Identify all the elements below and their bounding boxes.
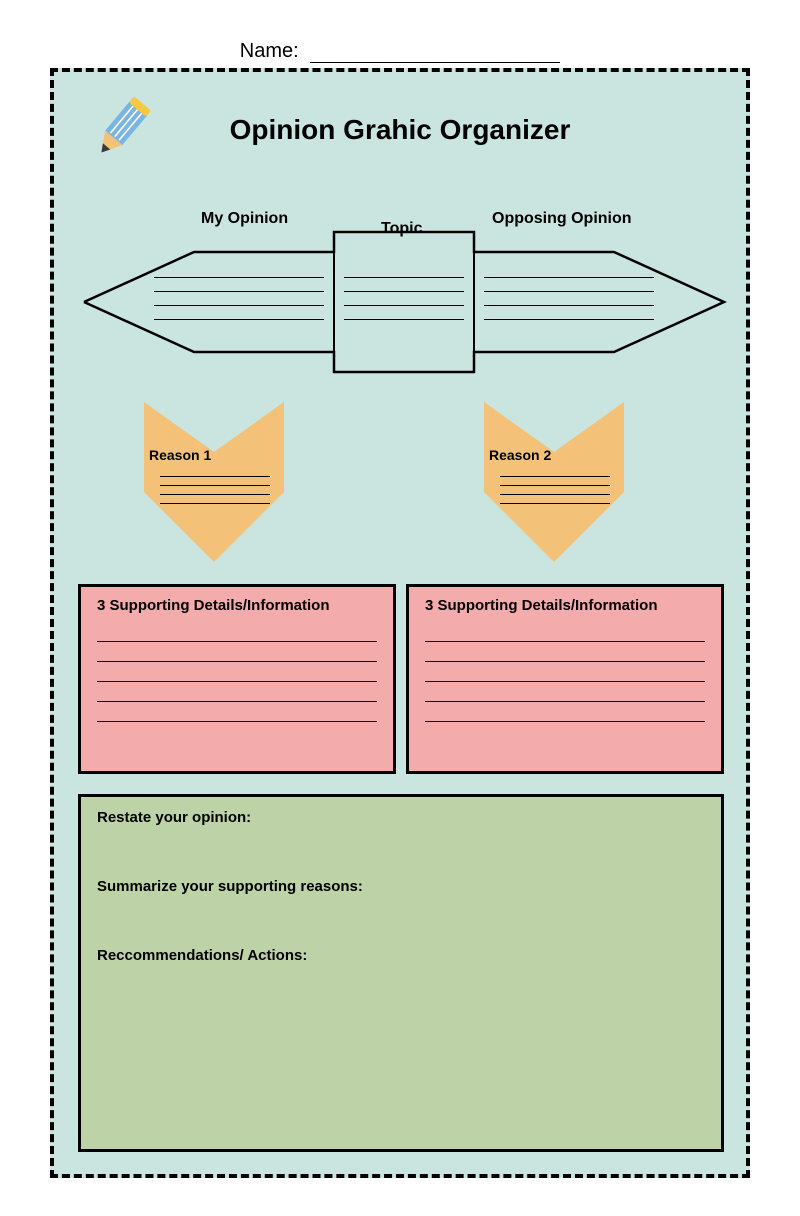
topic-lines[interactable] — [344, 264, 464, 320]
reason-2-lines[interactable] — [500, 468, 610, 504]
reason-1-label: Reason 1 — [149, 447, 211, 463]
reason-2-label: Reason 2 — [489, 447, 551, 463]
summary-prompt-2: Summarize your supporting reasons: — [97, 878, 705, 895]
opposing-opinion-lines[interactable] — [484, 264, 654, 320]
name-label: Name: — [240, 40, 299, 62]
topic-label: Topic — [381, 220, 422, 238]
supporting-details-2-lines[interactable] — [425, 622, 705, 722]
supporting-details-2-title: 3 Supporting Details/Information — [425, 597, 705, 614]
my-opinion-label: My Opinion — [201, 210, 288, 228]
worksheet-frame: Opinion Grahic Organizer My Opinion Topi… — [50, 68, 750, 1178]
name-underline[interactable] — [310, 43, 560, 63]
worksheet-title: Opinion Grahic Organizer — [54, 114, 746, 146]
supporting-details-1-title: 3 Supporting Details/Information — [97, 597, 377, 614]
summary-box[interactable]: Restate your opinion: Summarize your sup… — [78, 794, 724, 1152]
reason-1-lines[interactable] — [160, 468, 270, 504]
my-opinion-lines[interactable] — [154, 264, 324, 320]
supporting-details-box-2[interactable]: 3 Supporting Details/Information — [406, 584, 724, 774]
summary-prompt-1: Restate your opinion: — [97, 809, 705, 826]
supporting-details-1-lines[interactable] — [97, 622, 377, 722]
name-field-row: Name: — [0, 40, 800, 63]
supporting-details-box-1[interactable]: 3 Supporting Details/Information — [78, 584, 396, 774]
opposing-opinion-label: Opposing Opinion — [492, 210, 632, 228]
summary-prompt-3: Reccommendations/ Actions: — [97, 947, 705, 964]
